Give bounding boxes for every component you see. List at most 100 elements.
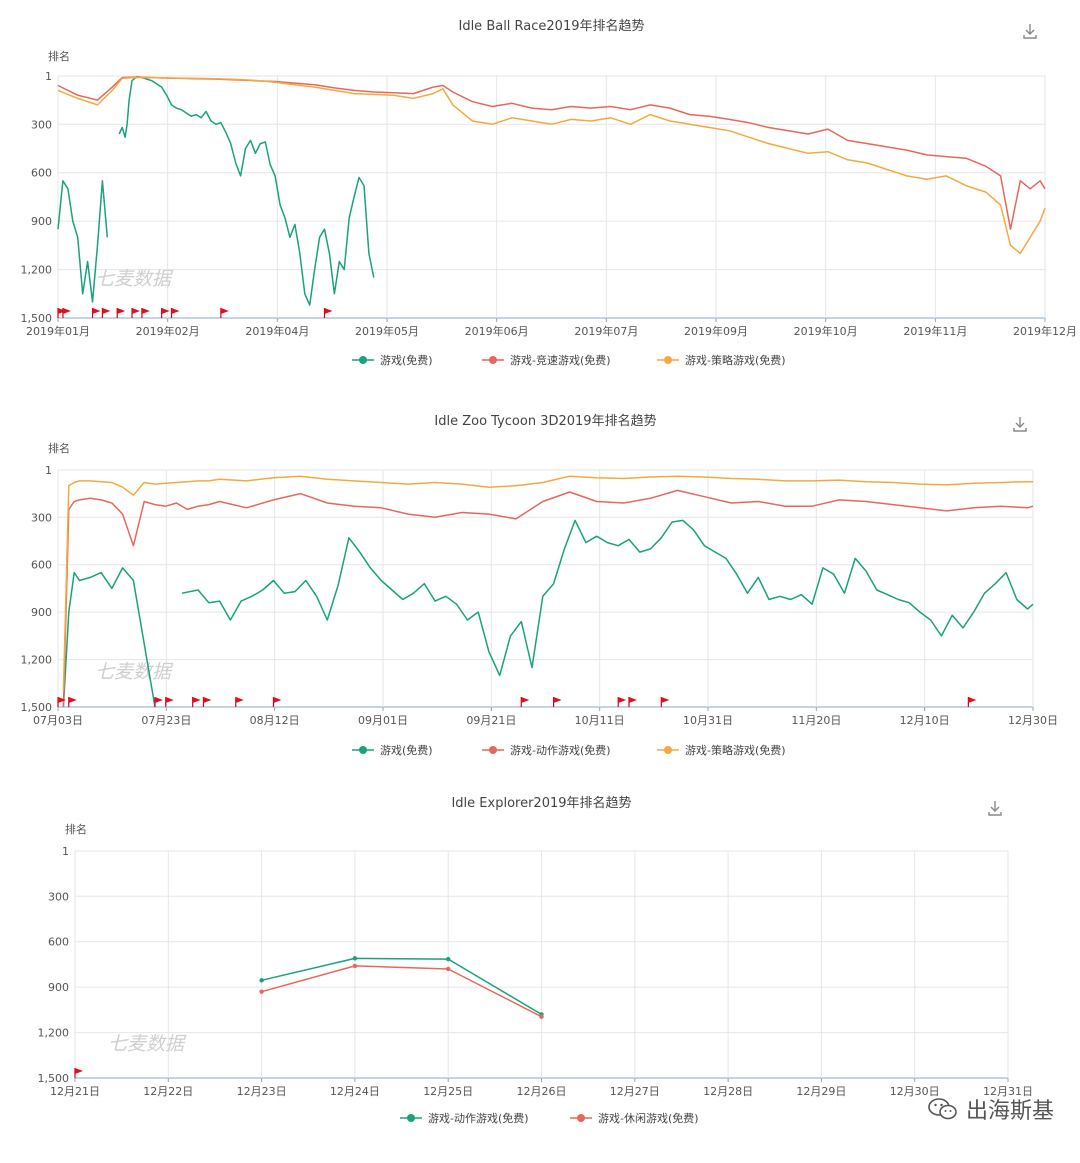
y-axis-label: 排名: [48, 49, 70, 63]
y-tick-label: 900: [31, 606, 52, 619]
brand-watermark: 出海斯基: [928, 1093, 1054, 1125]
flag-shape: [68, 697, 77, 703]
x-tick-label: 10月31日: [683, 714, 733, 727]
flag-shape: [141, 308, 150, 314]
chart-panel-zoo-tycoon: Idle Zoo Tycoon 3D2019年排名趋势 排名 1 300 600 900 1…: [0, 395, 1080, 775]
data-point: [539, 1014, 544, 1019]
event-flag-icon: [235, 697, 244, 707]
event-flag-icon: [170, 308, 180, 318]
flag-shape: [117, 308, 126, 314]
y-tick-label: 1,200: [38, 1027, 70, 1040]
flag-shape: [628, 697, 637, 703]
download-icon: [1013, 417, 1027, 432]
x-tick-label: 2019年06月: [465, 324, 529, 338]
x-tick-label: 12月22日: [143, 1085, 193, 1098]
flag-shape: [154, 697, 163, 703]
legend-swatch-dot: [359, 356, 367, 364]
flag-shape: [968, 697, 977, 703]
event-flag-icon: [101, 308, 111, 318]
series-2: [57, 76, 1046, 255]
event-flag-icon: [116, 308, 126, 318]
x-tick-label: 2019年02月: [136, 324, 200, 338]
event-flag-icon: [131, 308, 141, 318]
event-flag-icon: [617, 697, 627, 707]
x-tick-label: 2019年12月: [1013, 324, 1077, 338]
event-flag-icon: [192, 697, 201, 707]
x-tick-label: 07月23日: [141, 714, 191, 727]
event-flag-icon: [68, 697, 77, 707]
x-tick-label: 12月10日: [900, 714, 950, 727]
y-tick-label: 600: [31, 167, 52, 180]
legend-swatch-dot: [359, 746, 367, 754]
download-arrow: [1013, 417, 1027, 432]
series-1: [57, 76, 1046, 230]
series-2: [62, 475, 1033, 692]
wechat-icon: [928, 1098, 957, 1120]
series-line: [62, 475, 1033, 692]
legend-swatch-dot: [407, 1114, 415, 1122]
legend-item: 游戏-策略游戏(免费): [657, 353, 786, 367]
y-tick-label: 1: [45, 464, 52, 477]
legend-swatch-dot: [577, 1114, 585, 1122]
flag-shape: [661, 697, 670, 703]
series-0: [57, 75, 375, 306]
x-tick-label: 2019年11月: [903, 324, 967, 338]
series-line: [57, 76, 1046, 255]
flag-shape: [165, 697, 174, 703]
event-flag-icon: [272, 697, 282, 707]
flag-shape: [235, 697, 244, 703]
legend-swatch-dot: [489, 746, 497, 754]
series-0: [62, 519, 1034, 708]
legend-label: 游戏-竞速游戏(免费): [510, 353, 611, 367]
series-1: [62, 489, 1034, 708]
legend-label: 游戏-动作游戏(免费): [428, 1111, 529, 1125]
x-tick-label: 2019年07月: [574, 324, 638, 338]
data-point: [352, 963, 358, 969]
series-1: [259, 963, 544, 1019]
flag-shape: [521, 697, 530, 703]
x-tick-label: 10月11日: [575, 714, 625, 727]
download-icon: [988, 801, 1002, 816]
event-flag-icon: [552, 697, 562, 707]
legend-label: 游戏-策略游戏(免费): [685, 743, 786, 757]
flag-shape: [58, 308, 66, 314]
event-flag-icon: [202, 697, 212, 707]
y-tick-label: 1: [45, 70, 52, 83]
series-0: [259, 956, 544, 1017]
y-tick-label: 1,200: [21, 264, 53, 277]
x-tick-label: 09月01日: [358, 714, 408, 727]
legend-label: 游戏-休闲游戏(免费): [598, 1111, 699, 1125]
watermark-text: 七麦数据: [95, 268, 174, 290]
event-flag-icon: [141, 308, 150, 318]
flag-shape: [102, 308, 111, 314]
y-tick-label: 1,500: [21, 312, 53, 325]
download-arrow: [1023, 24, 1037, 39]
watermark-text: 七麦数据: [95, 661, 174, 683]
event-flag-icon: [154, 697, 163, 707]
flag-shape: [92, 308, 101, 314]
legend-item: 游戏(免费): [352, 743, 433, 757]
flag-shape: [192, 697, 201, 703]
data-point: [352, 956, 358, 961]
y-tick-label: 1,500: [21, 701, 53, 714]
event-flag-icon: [91, 308, 101, 318]
event-flag-icon: [660, 697, 670, 707]
series-line: [62, 489, 1034, 708]
series-line: [57, 75, 375, 306]
event-flag-icon: [57, 697, 66, 707]
series-line: [62, 519, 1034, 708]
event-flag-icon: [165, 697, 174, 707]
y-tick-label: 600: [48, 936, 69, 949]
chart-title: Idle Zoo Tycoon 3D2019年排名趋势: [434, 413, 656, 429]
data-point: [259, 989, 264, 994]
flag-shape: [171, 308, 180, 314]
series-line: [261, 965, 542, 1018]
flag-shape: [220, 308, 229, 314]
legend-item: 游戏-动作游戏(免费): [400, 1111, 529, 1125]
x-tick-label: 12月28日: [703, 1085, 753, 1098]
event-flag-icon: [74, 1068, 83, 1078]
legend-swatch-dot: [489, 356, 497, 364]
data-point: [259, 978, 264, 983]
